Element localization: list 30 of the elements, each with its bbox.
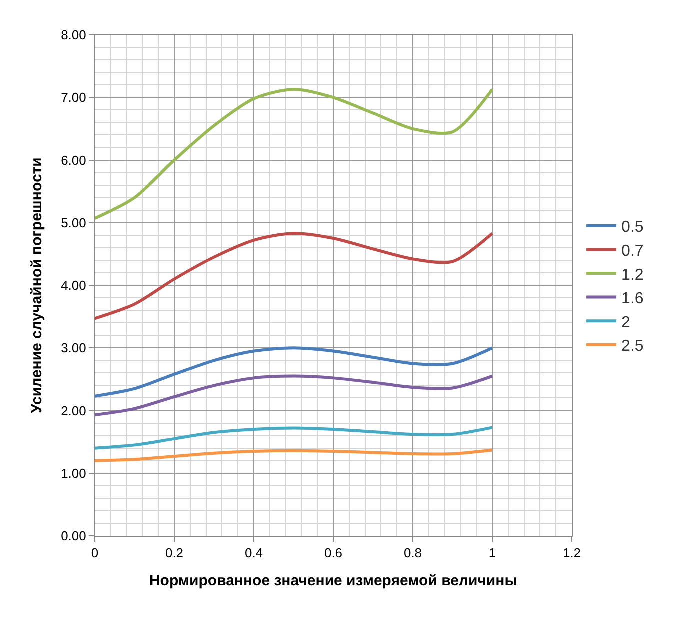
line-series: [95, 232, 494, 320]
legend-label: 1.2: [622, 266, 644, 284]
x-tick-label: 0.4: [244, 546, 264, 561]
legend-label: 2: [622, 314, 631, 332]
line-series: [95, 448, 494, 462]
y-axis-title: Усиление случайной погрешности: [28, 158, 46, 414]
line-series: [95, 346, 494, 398]
y-tick-label: 7.00: [61, 90, 86, 106]
line-series: [95, 374, 494, 417]
line-series: [95, 88, 494, 220]
legend-label: 1.6: [622, 290, 644, 308]
line-series: [95, 426, 494, 450]
x-tick-label: 0: [91, 546, 99, 561]
x-tick-label: 0.6: [324, 546, 343, 561]
y-tick-label: 4.00: [61, 278, 86, 294]
legend-label: 2.5: [622, 338, 644, 356]
x-tick-label: 0.8: [404, 546, 422, 561]
x-tick-label: 0.2: [165, 546, 184, 561]
y-tick-label: 8.00: [61, 28, 86, 43]
x-axis-title: Нормированное значение измеряемой величины: [149, 572, 518, 590]
y-tick-label: 3.00: [61, 340, 86, 356]
y-tick-label: 6.00: [61, 152, 86, 168]
y-tick-label: 1.00: [61, 466, 86, 481]
y-tick-label: 2.00: [61, 403, 86, 418]
legend-label: 0.7: [622, 242, 644, 260]
y-tick-label: 5.00: [61, 215, 86, 230]
x-tick-label: 1: [488, 546, 496, 561]
y-tick-label: 0.00: [61, 528, 86, 544]
x-tick-label: 1.2: [562, 546, 582, 561]
legend-label: 0.5: [622, 219, 644, 236]
